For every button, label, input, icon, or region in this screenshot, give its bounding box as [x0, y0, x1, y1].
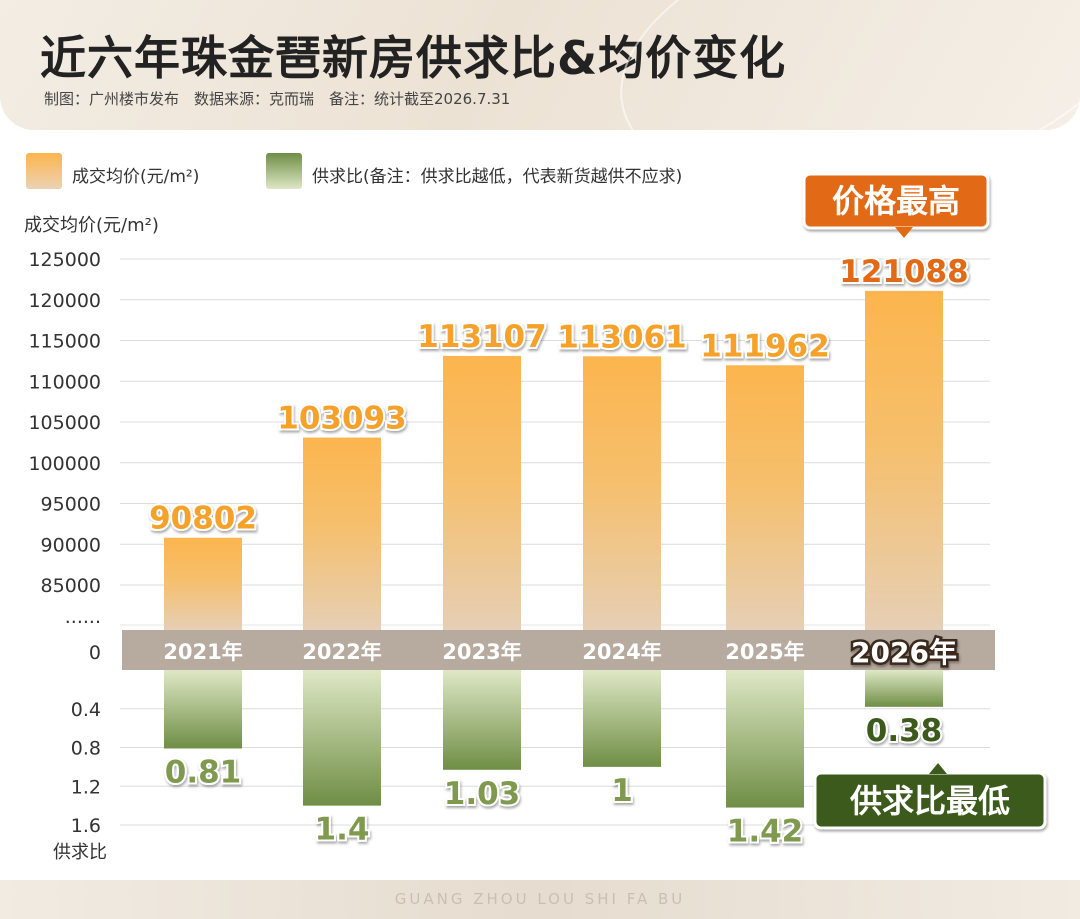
ratio-bar	[303, 670, 381, 806]
price-bar	[583, 356, 661, 630]
price-tick-label: 125000	[28, 249, 101, 271]
ratio-value-label: 1.42	[727, 814, 804, 850]
price-bar	[865, 290, 943, 630]
price-tick-label: 115000	[28, 331, 101, 353]
ratio-low-callout-text: 供求比最低	[850, 782, 1010, 820]
price-value-label: 113061	[557, 319, 686, 355]
price-high-callout-pointer	[895, 227, 913, 238]
ratio-value-label: 1	[611, 773, 633, 809]
price-value-label: 111962	[700, 328, 829, 364]
price-tick-label: 100000	[28, 453, 101, 475]
category-label-highlight: 2026年	[851, 636, 957, 669]
price-tick-label: 120000	[28, 290, 101, 312]
price-value-label: 113107	[417, 319, 546, 355]
legend-ratio-swatch	[266, 153, 302, 189]
ratio-tick-label: 0.4	[71, 699, 101, 721]
price-bar	[303, 437, 381, 630]
category-band	[122, 630, 995, 670]
ratio-bar	[865, 670, 943, 707]
category-label: 2021年	[163, 640, 242, 664]
ratio-axis-title: 供求比	[53, 842, 107, 863]
price-tick-label: 85000	[41, 575, 101, 597]
footer-text: GUANG ZHOU LOU SHI FA BU	[394, 890, 686, 908]
category-label: 2023年	[442, 640, 521, 664]
ratio-tick-label: 1.6	[71, 815, 101, 837]
ratio-value-label: 1.4	[315, 812, 370, 848]
zero-tick-label: 0	[89, 642, 101, 664]
price-high-callout-text: 价格最高	[832, 182, 960, 220]
legend-ratio-label: 供求比(备注：供求比越低，代表新货越供不应求)	[312, 167, 683, 187]
ratio-bar	[583, 670, 661, 767]
legend-price-swatch	[26, 153, 62, 189]
price-value-label-highlight: 121088	[839, 254, 968, 290]
price-value-label: 90802	[149, 501, 257, 537]
ratio-tick-label: 1.2	[71, 776, 101, 798]
price-tick-label: 110000	[28, 371, 101, 393]
price-tick-label: 105000	[28, 412, 101, 434]
header-banner: 近六年珠金琶新房供求比&均价变化 制图：广州楼市发布 数据来源：克而瑞 备注：统…	[0, 0, 1080, 130]
ratio-bar	[164, 670, 242, 749]
footer-bar: GUANG ZHOU LOU SHI FA BU	[0, 880, 1080, 919]
price-bar	[164, 537, 242, 630]
ratio-tick-label: 0.8	[71, 738, 101, 760]
ratio-value-label: 1.03	[444, 776, 521, 812]
price-bar	[726, 365, 804, 630]
price-tick-label: ......	[65, 606, 101, 628]
price-axis-title: 成交均价(元/m²)	[24, 215, 159, 236]
ratio-bar	[726, 670, 804, 808]
ratio-value-label: 0.81	[165, 754, 242, 790]
category-label: 2025年	[725, 640, 804, 664]
ratio-low-callout-pointer	[929, 763, 947, 774]
legend-price-label: 成交均价(元/m²)	[72, 167, 200, 187]
page-subtitle: 制图：广州楼市发布 数据来源：克而瑞 备注：统计截至2026.7.31	[44, 90, 511, 108]
category-label: 2022年	[302, 640, 381, 664]
category-label: 2024年	[582, 640, 661, 664]
price-tick-label: 90000	[41, 534, 101, 556]
price-bar	[443, 355, 521, 630]
ratio-value-label-highlight: 0.38	[866, 713, 943, 749]
ratio-bar	[443, 670, 521, 770]
price-tick-label: 95000	[41, 494, 101, 516]
price-value-label: 103093	[277, 401, 406, 437]
